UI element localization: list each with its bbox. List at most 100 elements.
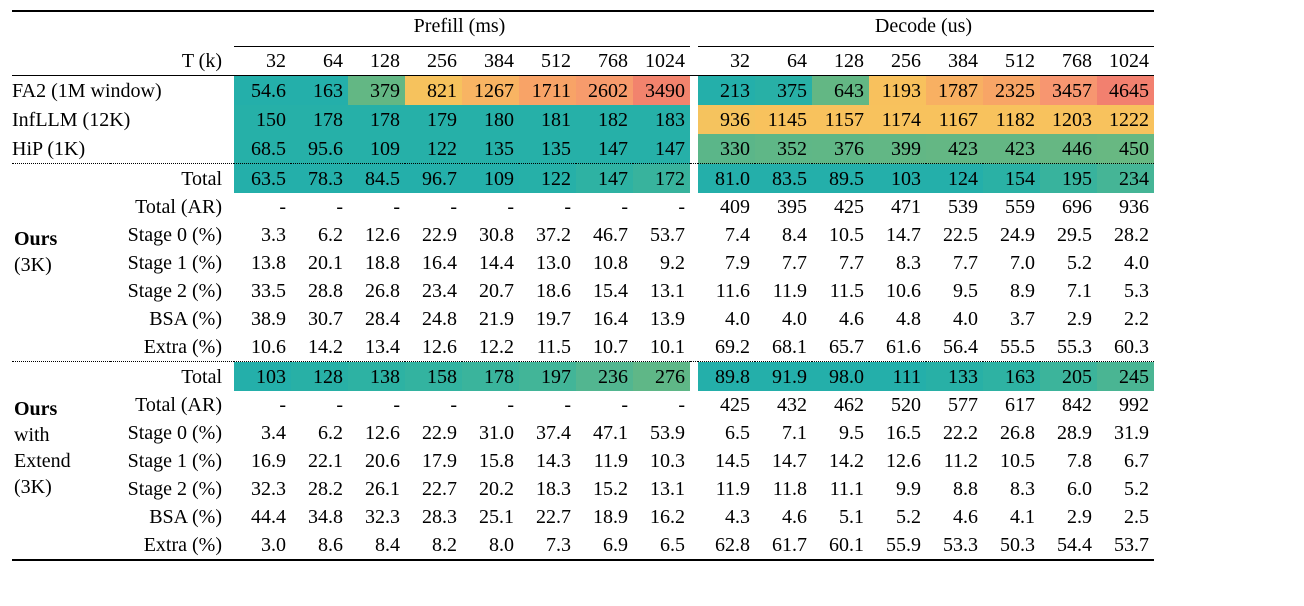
table-body: FA2 (1M window) 54.6 163 379 821 1267 1711 2602…	[12, 75, 1154, 561]
decode-cell: 5.1	[839, 506, 864, 528]
row-label: Stage 0 (%)	[127, 422, 222, 444]
row-label: Total	[110, 163, 234, 193]
decode-cell: 4.1	[1010, 506, 1035, 528]
prefill-cell: 78.3	[291, 163, 348, 193]
prefill-cell: 13.8	[251, 252, 286, 274]
row-label: Stage 2 (%)	[127, 478, 222, 500]
decode-cell: 330	[698, 134, 755, 164]
decode-cell: 11.8	[772, 478, 807, 500]
prefill-cell: -	[393, 394, 400, 416]
decode-cell: 936	[1119, 196, 1149, 218]
method-label: InfLLM (12K)	[12, 108, 131, 131]
decode-cell: 213	[698, 75, 755, 105]
column-gap	[690, 163, 698, 193]
decode-col-header: 384	[926, 46, 983, 76]
decode-cell: 83.5	[755, 163, 812, 193]
decode-cell: 8.3	[1010, 478, 1035, 500]
prefill-cell: 28.3	[422, 506, 457, 528]
decode-cell: 7.8	[1067, 450, 1092, 472]
decode-cell: 6.7	[1124, 450, 1149, 472]
prefill-cell: 16.4	[422, 252, 457, 274]
baseline-row: InfLLM (12K) 150 178 178 179 180 181 182 183 936 1…	[12, 105, 1154, 134]
prefill-cell: 12.6	[365, 224, 400, 246]
decode-cell: 462	[834, 394, 864, 416]
decode-cell: 14.5	[715, 450, 750, 472]
decode-cell: 6.5	[725, 422, 750, 444]
prefill-cell: 11.9	[593, 450, 628, 472]
decode-cell: 696	[1062, 196, 1092, 218]
decode-cell: 54.4	[1040, 531, 1097, 561]
prefill-cell: 6.2	[318, 422, 343, 444]
ours-group-line: (3K)	[14, 254, 52, 276]
prefill-cell: -	[507, 394, 514, 416]
prefill-cell: -	[621, 196, 628, 218]
decode-cell: 409	[720, 196, 750, 218]
ours_extend-group-line: Ours	[14, 398, 58, 420]
prefill-cell: 17.9	[422, 450, 457, 472]
prefill-cell: 8.4	[348, 531, 405, 561]
prefill-cell: 24.8	[422, 308, 457, 330]
prefill-cell: 22.9	[422, 224, 457, 246]
prefill-col-header: 384	[462, 46, 519, 76]
prefill-cell: 9.2	[660, 252, 685, 274]
prefill-cell: 68.5	[234, 134, 291, 164]
decode-cell: 1182	[983, 105, 1040, 134]
decode-cell: 11.2	[943, 450, 978, 472]
decode-cell: 1193	[869, 75, 926, 105]
ours-group-line: Ours	[14, 228, 58, 250]
decode-cell: 53.3	[926, 531, 983, 561]
prefill-cell: 10.8	[593, 252, 628, 274]
prefill-cell: 182	[576, 105, 633, 134]
prefill-cell: -	[564, 196, 571, 218]
decode-cell: 4645	[1097, 75, 1154, 105]
prefill-cell: 95.6	[291, 134, 348, 164]
row-label: BSA (%)	[149, 506, 222, 528]
prefill-cell: 20.7	[479, 280, 514, 302]
prefill-cell: 178	[291, 105, 348, 134]
decode-cell: 8.8	[953, 478, 978, 500]
decode-col-header: 1024	[1097, 46, 1154, 76]
prefill-cell: 180	[462, 105, 519, 134]
prefill-cell: 15.4	[593, 280, 628, 302]
prefill-cell: 135	[462, 134, 519, 164]
decode-cell: 842	[1062, 394, 1092, 416]
row-label: Total (AR)	[135, 394, 222, 416]
decode-cell: 5.2	[1067, 252, 1092, 274]
decode-cell: 55.9	[869, 531, 926, 561]
column-gap	[690, 447, 698, 475]
ours_extend-row: Extra (%) 3.0 8.6 8.4 8.2 8.0 7.3 6.9 6.5 62.8 61.…	[12, 531, 1154, 561]
decode-cell: 9.5	[839, 422, 864, 444]
prefill-cell: 20.2	[479, 478, 514, 500]
prefill-cell: 13.1	[650, 280, 685, 302]
decode-cell: 2.9	[1067, 308, 1092, 330]
decode-cell: 450	[1097, 134, 1154, 164]
prefill-cell: 63.5	[234, 163, 291, 193]
prefill-cell: 181	[519, 105, 576, 134]
prefill-cell: 3.4	[261, 422, 286, 444]
ours-row: Extra (%) 10.6 14.2 13.4 12.6 12.2 11.5 10.7 10.…	[12, 333, 1154, 362]
ours_extend-row: Stage 1 (%) 16.9 22.1 20.6 17.9 15.8 14.3 11.9 1…	[12, 447, 1154, 475]
decode-cell: 2.9	[1067, 506, 1092, 528]
prefill-cell: 236	[576, 361, 633, 391]
prefill-col-header: 768	[576, 46, 633, 76]
prefill-cell: 54.6	[234, 75, 291, 105]
prefill-cell: 19.7	[536, 308, 571, 330]
prefill-cell: 84.5	[348, 163, 405, 193]
decode-cell: 936	[698, 105, 755, 134]
decode-cell: 577	[948, 394, 978, 416]
prefill-col-header: 512	[519, 46, 576, 76]
decode-cell: 68.1	[772, 336, 807, 358]
prefill-cell: 25.1	[479, 506, 514, 528]
decode-col-header: 128	[812, 46, 869, 76]
prefill-cell: 31.0	[479, 422, 514, 444]
decode-cell: 29.5	[1057, 224, 1092, 246]
decode-cell: 2325	[983, 75, 1040, 105]
prefill-cell: 16.2	[650, 506, 685, 528]
ours_extend-group-label: Ours with Extend (3K)	[12, 361, 110, 561]
decode-cell: 65.7	[829, 336, 864, 358]
decode-cell: 617	[1005, 394, 1035, 416]
decode-col-header: 256	[869, 46, 926, 76]
prefill-col-header: 128	[348, 46, 405, 76]
row-label: Extra (%)	[143, 336, 222, 358]
column-gap	[690, 475, 698, 503]
